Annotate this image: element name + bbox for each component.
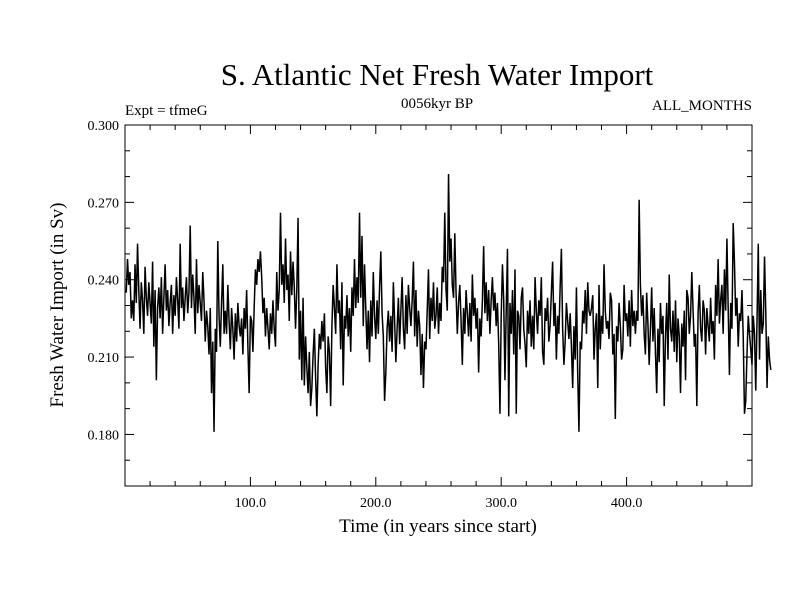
y-tick-label: 0.270 bbox=[88, 196, 120, 211]
months-label: ALL_MONTHS bbox=[652, 98, 752, 114]
y-tick-label: 0.240 bbox=[88, 274, 120, 289]
y-tick-label: 0.300 bbox=[88, 119, 120, 134]
x-tick-label: 300.0 bbox=[485, 496, 517, 511]
experiment-label: Expt = tfmeG bbox=[125, 103, 208, 119]
plot-frame bbox=[124, 124, 753, 487]
series-line bbox=[125, 173, 772, 432]
y-axis-label: Fresh Water Import (in Sv) bbox=[47, 203, 68, 408]
x-axis: 100.0 200.0 300.0 400.0 bbox=[149, 125, 728, 511]
y-axis: 0.180 0.210 0.240 0.270 0.300 bbox=[88, 119, 752, 487]
x-tick-label: 200.0 bbox=[360, 496, 392, 511]
time-period-label: 0056kyr BP bbox=[401, 96, 473, 112]
y-tick-label: 0.180 bbox=[88, 428, 120, 443]
y-tick-label: 0.210 bbox=[88, 351, 120, 366]
chart-title: S. Atlantic Net Fresh Water Import bbox=[221, 57, 654, 92]
x-axis-label: Time (in years since start) bbox=[339, 516, 537, 537]
x-tick-label: 100.0 bbox=[235, 496, 267, 511]
x-tick-label: 400.0 bbox=[611, 496, 643, 511]
